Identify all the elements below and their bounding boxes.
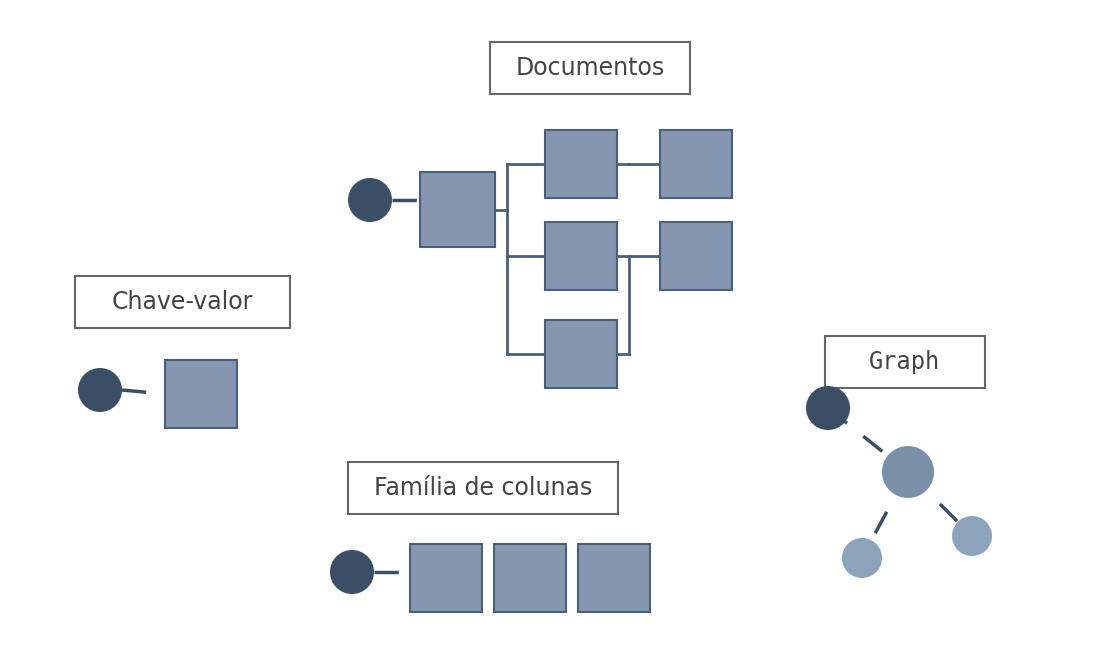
Circle shape	[78, 368, 122, 412]
FancyBboxPatch shape	[545, 130, 617, 198]
FancyBboxPatch shape	[348, 462, 618, 514]
Text: Chave-valor: Chave-valor	[112, 290, 253, 314]
Circle shape	[806, 386, 850, 430]
FancyBboxPatch shape	[491, 42, 690, 94]
FancyBboxPatch shape	[545, 320, 617, 388]
FancyBboxPatch shape	[578, 544, 650, 612]
FancyBboxPatch shape	[660, 130, 732, 198]
Circle shape	[842, 538, 883, 578]
FancyBboxPatch shape	[420, 172, 495, 247]
FancyBboxPatch shape	[660, 222, 732, 290]
FancyBboxPatch shape	[825, 336, 984, 388]
Text: Documentos: Documentos	[515, 56, 664, 80]
Text: Graph: Graph	[869, 350, 941, 374]
Text: Família de colunas: Família de colunas	[374, 476, 592, 500]
FancyBboxPatch shape	[545, 222, 617, 290]
FancyBboxPatch shape	[165, 360, 237, 428]
Circle shape	[348, 178, 392, 222]
FancyBboxPatch shape	[75, 276, 290, 328]
Circle shape	[883, 446, 934, 498]
Circle shape	[952, 516, 992, 556]
Circle shape	[330, 550, 374, 594]
FancyBboxPatch shape	[410, 544, 482, 612]
FancyBboxPatch shape	[494, 544, 566, 612]
